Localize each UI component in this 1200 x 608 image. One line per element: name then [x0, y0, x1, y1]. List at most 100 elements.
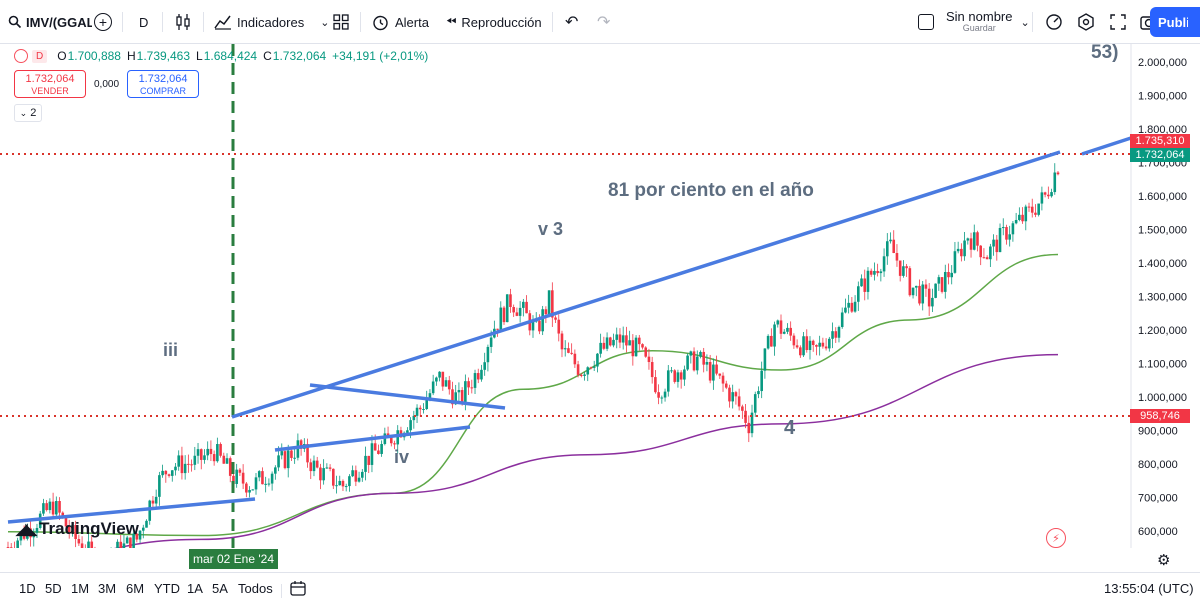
candle-body: [699, 351, 702, 357]
replay-button[interactable]: ⏪︎ Reproducción: [446, 0, 542, 44]
publish-button[interactable]: Publicar: [1150, 7, 1200, 37]
candle: [1053, 163, 1057, 195]
range-1d[interactable]: 1D: [19, 581, 36, 596]
indicator-collapse-button[interactable]: ⌄ 2: [14, 104, 42, 122]
candles: [6, 163, 1060, 548]
candle-body: [412, 415, 416, 421]
candle-body: [586, 367, 590, 375]
toolbar-divider: [203, 12, 204, 32]
candle: [493, 320, 496, 339]
range-5a[interactable]: 5A: [212, 581, 228, 596]
candle: [666, 365, 670, 397]
candle-body: [232, 475, 235, 484]
candle: [84, 544, 86, 548]
settings-button[interactable]: [1077, 0, 1095, 44]
layout-selector[interactable]: Sin nombre Guardar ⌄: [918, 0, 1030, 44]
candle-body: [992, 239, 995, 247]
candle: [844, 298, 847, 314]
candle-body: [332, 468, 335, 486]
change-value: +34,191 (+2,01%): [332, 49, 429, 63]
candle-body: [950, 272, 954, 278]
candle: [908, 266, 912, 297]
candle-body: [502, 307, 506, 323]
candle: [1014, 212, 1018, 225]
candle: [792, 333, 796, 349]
quick-search-button[interactable]: [1045, 0, 1063, 44]
candle: [522, 298, 525, 317]
undo-button[interactable]: ↶: [565, 0, 578, 44]
candle: [573, 349, 577, 368]
range-6m[interactable]: 6M: [126, 581, 145, 596]
candle: [216, 437, 219, 463]
templates-button[interactable]: [333, 0, 349, 44]
candle-body: [16, 540, 19, 548]
sell-button[interactable]: 1.732,064 VENDER: [14, 70, 86, 98]
candle-body: [438, 371, 441, 378]
candle-body: [161, 470, 164, 476]
candle-body: [934, 283, 937, 298]
date-range-button[interactable]: [290, 580, 306, 601]
candle: [715, 355, 718, 376]
tradingview-logo: ◢◣ TradingView: [16, 519, 139, 539]
candle: [377, 444, 380, 455]
triangle-upper-line: [309, 383, 506, 410]
candle-body: [312, 460, 316, 472]
axis-settings-gear-icon[interactable]: ⚙︎: [1157, 552, 1171, 569]
range-3m[interactable]: 3M: [98, 581, 117, 596]
candle: [306, 438, 309, 468]
candle: [138, 530, 142, 543]
candle-body: [451, 389, 454, 405]
lightning-icon[interactable]: ⚡︎: [1046, 528, 1066, 548]
range-1a[interactable]: 1A: [187, 581, 203, 596]
candle-body: [193, 455, 197, 465]
redo-button[interactable]: ↷: [597, 0, 610, 44]
utc-clock[interactable]: 13:55:04 (UTC): [1104, 581, 1194, 596]
candle-body: [348, 476, 351, 487]
candle: [1005, 224, 1008, 245]
compare-button[interactable]: +: [94, 0, 112, 44]
alert-button[interactable]: Alerta: [372, 0, 429, 44]
candle: [860, 274, 863, 287]
chart-area[interactable]: 2.000,000 1.900,000 1.800,000 1.700,000 1.60…: [0, 42, 1200, 548]
fullscreen-button[interactable]: [1110, 0, 1126, 44]
candle: [641, 343, 644, 350]
buy-button[interactable]: 1.732,064 COMPRAR: [127, 70, 200, 98]
candle-body: [319, 467, 322, 481]
candle: [151, 496, 155, 508]
price-chart[interactable]: 2.000,0001.900,0001.800,0001.700,0001.60…: [0, 44, 1200, 548]
candle-body: [135, 533, 139, 540]
candle: [35, 523, 39, 539]
candle: [850, 297, 854, 313]
candle: [148, 499, 152, 525]
candle-body: [241, 472, 245, 484]
candle-body: [763, 348, 767, 371]
candle: [119, 534, 123, 548]
toolbar-divider: [552, 12, 553, 32]
candle-body: [898, 260, 902, 276]
indicators-button[interactable]: Indicadores ⌄: [214, 0, 329, 44]
candle-body: [592, 366, 596, 368]
candle-body: [428, 393, 432, 400]
range-1m[interactable]: 1M: [71, 581, 90, 596]
candle-body: [1034, 212, 1037, 215]
range-ytd[interactable]: YTD: [154, 581, 180, 596]
interval-button[interactable]: D: [139, 14, 149, 30]
candle: [863, 269, 867, 301]
buy-label: COMPRAR: [140, 86, 187, 96]
candle: [695, 350, 699, 375]
range-5d[interactable]: 5D: [45, 581, 62, 596]
layout-name: Sin nombre: [946, 8, 1013, 24]
candle: [245, 481, 248, 498]
candle-body: [998, 227, 1002, 253]
symbol-search[interactable]: IMV/(GGAL: [8, 0, 92, 44]
candle: [87, 532, 90, 548]
candle: [45, 499, 48, 512]
candle-body: [708, 361, 712, 381]
range-all[interactable]: Todos: [238, 581, 273, 596]
chart-type-button[interactable]: [175, 0, 191, 44]
candle: [914, 285, 918, 297]
candle-body: [747, 422, 751, 434]
candle-body: [956, 248, 960, 252]
trade-panel: 1.732,064 VENDER 0,000 1.732,064 COMPRAR: [14, 70, 200, 98]
candle: [657, 384, 660, 405]
